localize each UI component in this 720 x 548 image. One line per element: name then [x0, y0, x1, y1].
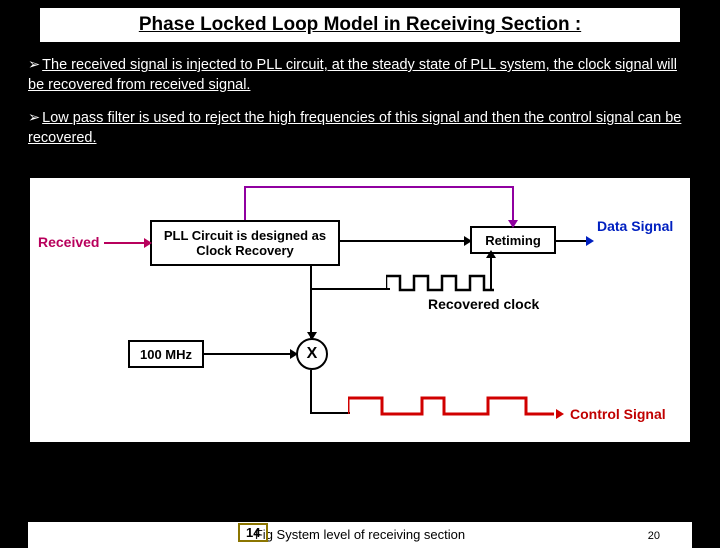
line — [310, 288, 390, 290]
arrow-down-icon — [307, 332, 317, 340]
page-number-small: 14 — [238, 523, 268, 542]
arrow-right-icon — [290, 349, 298, 359]
diagram: Received PLL Circuit is designed as Cloc… — [28, 176, 692, 444]
bullet-1: ➢The received signal is injected to PLL … — [28, 56, 692, 95]
bullet-arrow-icon: ➢ — [28, 109, 40, 129]
data-signal-label: Data Signal — [597, 218, 673, 234]
bullet-2-text: Low pass filter is used to reject the hi… — [28, 110, 681, 146]
recovered-clock-label: Recovered clock — [428, 296, 539, 312]
bullet-arrow-icon: ➢ — [28, 56, 40, 76]
line — [340, 240, 470, 242]
page-title: Phase Locked Loop Model in Receiving Sec… — [60, 14, 660, 36]
arrow-right-icon — [586, 236, 594, 246]
line — [204, 353, 296, 355]
page-number-right: 20 — [648, 530, 660, 542]
bullet-2: ➢Low pass filter is used to reject the h… — [28, 109, 692, 148]
arrow-right-icon — [144, 238, 152, 248]
arrow-up-icon — [486, 250, 496, 258]
received-label: Received — [38, 234, 99, 250]
pll-box: PLL Circuit is designed as Clock Recover… — [150, 220, 340, 266]
clock-waveform — [386, 272, 496, 294]
bullet-1-text: The received signal is injected to PLL c… — [28, 57, 677, 93]
arrow-down-icon — [508, 220, 518, 228]
control-waveform — [348, 394, 558, 418]
purple-line — [244, 186, 514, 188]
control-signal-label: Control Signal — [570, 406, 666, 422]
line — [310, 266, 312, 338]
multiplier-node: X — [296, 338, 328, 370]
freq-box: 100 MHz — [128, 340, 204, 368]
arrow-right-icon — [556, 409, 564, 419]
line — [310, 370, 312, 414]
arrow-right-icon — [464, 236, 472, 246]
retiming-box: Retiming — [470, 226, 556, 254]
purple-line — [244, 186, 246, 220]
line — [310, 412, 350, 414]
bullet-area: ➢The received signal is injected to PLL … — [0, 42, 720, 172]
title-bar: Phase Locked Loop Model in Receiving Sec… — [40, 8, 680, 42]
